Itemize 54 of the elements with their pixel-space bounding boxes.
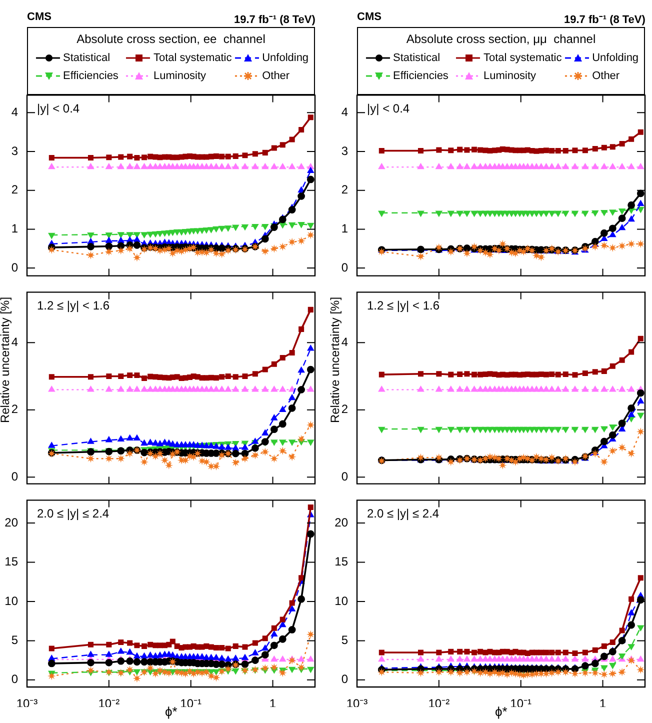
annotation: 1.2 ≤ |y| < 1.6	[37, 298, 110, 312]
y-tick-label: 2	[11, 402, 18, 416]
y-tick-label: 10	[4, 594, 18, 608]
y-axis-title: Relative uncertainty [%]	[328, 296, 342, 424]
annotation: 1.2 ≤ |y| < 1.6	[367, 298, 440, 312]
legend-title: Absolute cross section, ee channel	[76, 32, 266, 46]
y-tick-label: 0	[11, 260, 18, 274]
legend-label: Total systematic	[153, 52, 232, 64]
annotation: |y| < 0.4	[37, 101, 80, 116]
y-tick-label: 2	[341, 182, 348, 196]
legend-label: Unfolding	[262, 52, 309, 64]
y-tick-label: 4	[341, 334, 348, 349]
y-tick-label: 3	[11, 144, 18, 158]
y-tick-label: 20	[4, 515, 18, 530]
y-tick-label: 4	[11, 104, 18, 119]
annotation: 2.0 ≤ |y| ≤ 2.4	[367, 506, 440, 520]
chart-title: CMS	[357, 11, 382, 23]
y-tick-label: 1	[11, 221, 18, 236]
y-tick-label: 2	[11, 182, 18, 196]
legend-title: Absolute cross section, μμ channel	[405, 32, 597, 46]
chart-subtitle: 19.7 fb⁻¹ (8 TeV)	[564, 13, 646, 26]
y-tick-label: 0	[11, 672, 18, 686]
y-axis-title: Relative uncertainty [%]	[0, 296, 12, 424]
legend-label: Unfolding	[592, 52, 639, 64]
y-tick-label: 10	[334, 594, 348, 608]
y-tick-label: 4	[341, 104, 348, 119]
y-tick-label: 15	[334, 554, 348, 568]
legend-label: Other	[262, 70, 290, 82]
y-tick-label: 0	[341, 469, 348, 484]
legend-label: Total systematic	[483, 52, 562, 64]
legend-label: Efficiencies	[393, 70, 448, 82]
y-tick-label: 20	[334, 515, 348, 530]
legend-label: Statistical	[393, 52, 440, 64]
y-tick-label: 15	[4, 554, 18, 568]
legend-label: Luminosity	[483, 70, 536, 82]
chart-title: CMS	[27, 11, 52, 23]
legend-label: Statistical	[63, 52, 110, 64]
annotation: |y| < 0.4	[367, 101, 410, 116]
y-tick-label: 4	[11, 334, 18, 349]
y-tick-label: 3	[341, 144, 348, 158]
y-tick-label: 2	[341, 402, 348, 416]
legend-label: Luminosity	[153, 70, 206, 82]
y-tick-label: 5	[11, 632, 18, 647]
legend-label: Other	[592, 70, 620, 82]
y-tick-label: 5	[341, 632, 348, 647]
x-axis-title: ϕ*	[495, 704, 508, 719]
y-tick-label: 1	[341, 221, 348, 236]
annotation: 2.0 ≤ |y| ≤ 2.4	[37, 506, 110, 520]
chart-subtitle: 19.7 fb⁻¹ (8 TeV)	[234, 13, 316, 26]
legend-label: Efficiencies	[63, 70, 118, 82]
x-axis-title: ϕ*	[165, 704, 178, 719]
y-tick-label: 0	[341, 672, 348, 686]
y-tick-label: 0	[11, 469, 18, 484]
y-tick-label: 0	[341, 260, 348, 274]
